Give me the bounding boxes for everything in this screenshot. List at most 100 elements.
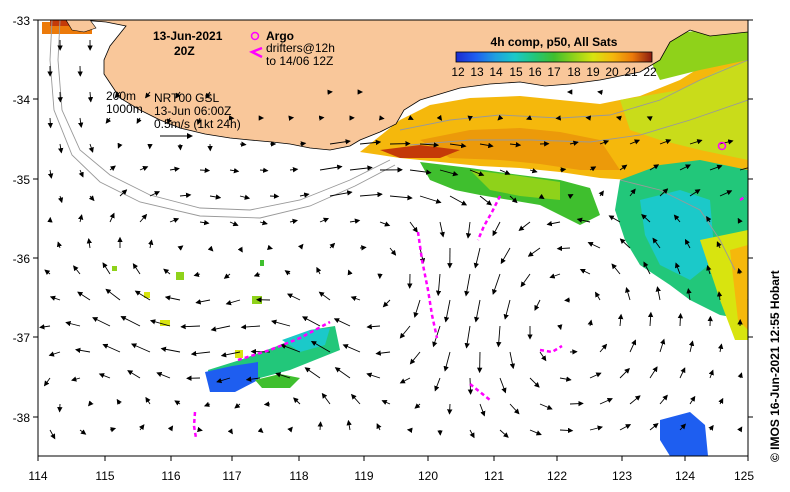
- current-arrow: [619, 238, 631, 249]
- lon-tick: 122: [547, 469, 567, 483]
- current-arrow: [407, 115, 414, 120]
- current-arrow: [253, 271, 261, 277]
- current-arrow: [499, 377, 507, 394]
- current-arrow: [409, 351, 421, 365]
- colorbar-tick: 16: [528, 65, 542, 79]
- current-arrow: [139, 213, 148, 223]
- current-arrow: [105, 288, 121, 301]
- current-arrow: [375, 350, 391, 356]
- current-arrow: [447, 403, 453, 415]
- colorbar-tick: 19: [586, 65, 600, 79]
- current-arrow: [629, 339, 637, 353]
- current-arrow: [267, 244, 273, 250]
- current-arrow: [500, 247, 511, 265]
- current-arrow: [718, 397, 724, 405]
- current-arrow: [169, 166, 180, 172]
- current-arrow: [139, 166, 149, 171]
- velocity-scale-label: 0.5m/s (1kt 24h): [154, 117, 241, 131]
- current-arrow: [199, 167, 211, 174]
- current-arrow: [289, 218, 298, 225]
- current-arrow: [329, 139, 351, 145]
- current-arrow: [641, 213, 651, 223]
- current-arrow: [469, 169, 485, 177]
- current-arrow: [119, 189, 128, 197]
- current-arrow: [321, 392, 331, 405]
- current-arrow: [47, 117, 54, 129]
- current-arrow: [737, 217, 743, 224]
- current-arrow: [419, 195, 442, 204]
- current-arrow: [77, 291, 91, 301]
- current-arrow: [443, 299, 451, 323]
- current-arrow: [747, 399, 748, 406]
- current-arrow: [409, 169, 432, 175]
- current-arrow: [679, 423, 687, 431]
- lon-tick: 119: [354, 469, 373, 483]
- current-arrow: [381, 399, 391, 405]
- current-arrow: [719, 190, 733, 197]
- bathymetry-contours: [49, 20, 748, 271]
- current-arrow: [716, 291, 723, 301]
- current-arrow: [629, 188, 636, 197]
- current-arrow: [589, 166, 597, 172]
- current-arrow: [378, 115, 385, 121]
- current-arrow: [196, 117, 202, 125]
- current-arrow: [435, 273, 442, 297]
- current-arrow: [240, 324, 261, 330]
- current-arrow: [132, 263, 141, 275]
- current-arrow: [509, 403, 520, 415]
- current-arrow: [102, 343, 121, 353]
- current-arrow: [611, 263, 621, 275]
- current-arrow: [479, 403, 486, 417]
- lon-tick: 125: [734, 469, 754, 483]
- sst-colorbar: 4h comp, p50, All Sats 12 13 14 15 16 17…: [451, 35, 657, 79]
- latitude-axis: -33 -34 -35 -36 -37 -38: [13, 14, 31, 425]
- current-arrow: [526, 115, 533, 121]
- current-arrow: [559, 427, 574, 434]
- current-arrow: [679, 367, 686, 379]
- current-arrow: [559, 167, 567, 173]
- current-arrow: [299, 192, 310, 198]
- current-arrow: [87, 91, 94, 103]
- current-arrow: [379, 221, 391, 227]
- current-arrow: [518, 221, 531, 231]
- current-arrow: [342, 344, 361, 353]
- current-arrow: [205, 91, 211, 99]
- current-arrow: [569, 140, 579, 146]
- current-arrow: [286, 293, 301, 301]
- current-arrow: [464, 325, 471, 349]
- current-arrow: [399, 377, 411, 384]
- current-arrow: [443, 351, 451, 372]
- lon-tick: 117: [222, 469, 241, 483]
- current-arrow: [587, 319, 593, 327]
- current-arrow: [280, 343, 301, 353]
- drifter-tracks: [192, 194, 747, 439]
- current-arrow: [163, 268, 171, 275]
- current-arrow: [263, 401, 271, 407]
- current-arrow: [127, 370, 141, 379]
- current-arrow: [245, 376, 261, 382]
- current-arrow: [318, 291, 331, 301]
- current-arrow: [677, 312, 684, 327]
- current-arrow: [351, 393, 361, 405]
- lon-tick: 118: [289, 469, 308, 483]
- current-arrow: [156, 371, 171, 379]
- sst-patches: [42, 20, 748, 456]
- current-arrow: [557, 324, 563, 331]
- axis-ticks: [33, 19, 753, 461]
- current-arrow: [706, 216, 712, 223]
- argo-legend-label: Argo: [266, 29, 294, 43]
- current-arrow: [619, 164, 628, 171]
- current-arrow: [39, 324, 51, 330]
- current-arrow: [329, 190, 353, 197]
- current-arrow: [47, 169, 54, 179]
- current-arrow: [497, 114, 504, 121]
- current-arrow: [464, 273, 471, 297]
- current-arrow: [58, 143, 64, 154]
- current-arrow: [479, 142, 494, 149]
- current-arrow: [689, 139, 703, 145]
- current-arrow: [149, 319, 171, 327]
- current-arrow: [299, 141, 307, 147]
- current-arrow: [492, 221, 501, 237]
- current-arrow: [659, 139, 672, 145]
- current-arrow: [706, 264, 712, 275]
